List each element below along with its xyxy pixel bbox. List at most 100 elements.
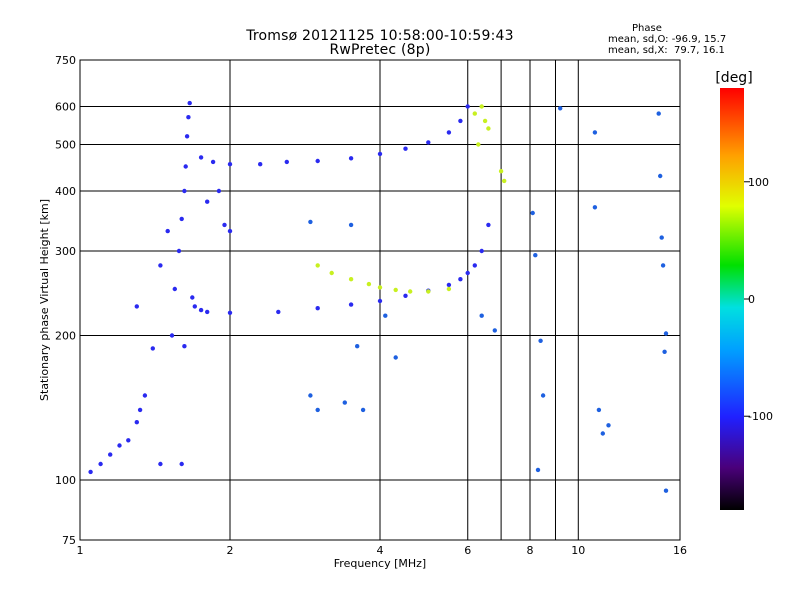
colorbar-ticks: 100 0 -100 bbox=[744, 176, 773, 423]
x-tick-label: 4 bbox=[377, 544, 384, 557]
echo-point bbox=[465, 270, 470, 276]
echo-point bbox=[137, 407, 143, 413]
colorbar-label: [deg] bbox=[715, 70, 752, 86]
echo-point bbox=[198, 307, 204, 313]
echo-point bbox=[458, 277, 463, 282]
echo-point bbox=[315, 158, 320, 164]
echo-point bbox=[158, 461, 163, 467]
echo-point bbox=[446, 282, 452, 288]
echo-point bbox=[165, 228, 170, 234]
phase-stats-o: mean, sd,O: -96.9, 15.7 bbox=[608, 34, 727, 45]
echo-point bbox=[198, 155, 204, 160]
echo-point bbox=[182, 188, 187, 194]
echo-point bbox=[472, 111, 477, 116]
echo-point bbox=[179, 216, 184, 222]
echo-point bbox=[329, 270, 334, 276]
echo-point bbox=[258, 162, 263, 167]
x-tick-label: 8 bbox=[527, 544, 534, 557]
echo-point bbox=[348, 277, 354, 282]
echo-point bbox=[408, 289, 413, 294]
echo-point bbox=[205, 199, 210, 204]
echo-point bbox=[186, 115, 191, 120]
echo-point bbox=[659, 235, 664, 240]
echo-point bbox=[227, 162, 233, 167]
echo-point bbox=[482, 118, 488, 124]
echo-point bbox=[377, 285, 383, 290]
echo-point bbox=[355, 344, 360, 349]
echo-point bbox=[446, 286, 452, 292]
echo-point bbox=[134, 420, 139, 425]
x-tick-label: 16 bbox=[673, 544, 687, 557]
echo-point bbox=[126, 438, 131, 443]
echo-point bbox=[158, 263, 163, 268]
echo-point bbox=[108, 452, 113, 457]
echo-point bbox=[476, 142, 481, 147]
echo-point bbox=[205, 309, 210, 315]
echo-point bbox=[377, 298, 383, 304]
echo-point bbox=[227, 228, 233, 234]
x-axis-ticks: 1 2 4 6 8 10 16 bbox=[77, 544, 688, 557]
chart-subtitle: RwPretec (8p) bbox=[329, 42, 431, 58]
echo-point bbox=[183, 164, 188, 169]
y-tick-label: 300 bbox=[55, 245, 76, 258]
echo-point bbox=[492, 328, 497, 333]
echo-point bbox=[486, 126, 491, 131]
echo-point bbox=[479, 104, 484, 109]
echo-point bbox=[190, 295, 195, 300]
echo-point bbox=[284, 159, 289, 165]
echo-point bbox=[176, 248, 182, 254]
echo-point bbox=[182, 344, 187, 349]
x-tick-label: 1 bbox=[77, 544, 84, 557]
y-tick-label: 75 bbox=[62, 534, 76, 547]
echo-point bbox=[446, 130, 452, 135]
echo-point bbox=[592, 205, 598, 210]
y-tick-label: 500 bbox=[55, 139, 76, 152]
echo-point bbox=[348, 156, 354, 161]
x-tick-label: 10 bbox=[571, 544, 585, 557]
colorbar bbox=[720, 88, 744, 510]
echo-point bbox=[592, 130, 598, 135]
echo-point bbox=[142, 393, 148, 398]
echo-point bbox=[222, 222, 227, 228]
echo-point bbox=[192, 304, 197, 309]
echo-point bbox=[393, 355, 398, 360]
phase-stats-x: mean, sd,X: 79.7, 16.1 bbox=[608, 45, 725, 56]
echo-point bbox=[530, 210, 535, 216]
x-axis-label: Frequency [MHz] bbox=[334, 557, 426, 570]
y-tick-label: 400 bbox=[55, 185, 76, 198]
echo-point bbox=[403, 293, 408, 298]
echo-point bbox=[663, 488, 669, 493]
echo-point bbox=[663, 331, 669, 336]
echo-point bbox=[210, 159, 216, 165]
echo-point bbox=[172, 286, 177, 292]
chart-title: Tromsø 20121125 10:58:00-10:59:43 bbox=[246, 28, 514, 44]
echo-point bbox=[535, 467, 541, 473]
echo-point bbox=[502, 178, 507, 184]
echo-point bbox=[458, 118, 463, 124]
echo-point bbox=[348, 302, 354, 307]
echo-point bbox=[472, 263, 477, 268]
echo-point bbox=[486, 222, 491, 228]
y-axis-label: Stationary phase Virtual Height [km] bbox=[38, 199, 51, 401]
echo-point bbox=[117, 443, 122, 448]
echo-point bbox=[600, 431, 605, 436]
echo-point bbox=[366, 281, 372, 287]
echo-points bbox=[88, 100, 669, 493]
echo-point bbox=[656, 111, 661, 116]
y-axis-ticks: 75 100 200 300 400 500 600 750 bbox=[55, 54, 76, 547]
y-tick-label: 600 bbox=[55, 101, 76, 114]
echo-point bbox=[308, 393, 313, 398]
echo-point bbox=[315, 407, 320, 413]
echo-point bbox=[360, 407, 366, 413]
y-tick-label: 750 bbox=[55, 54, 76, 67]
echo-point bbox=[538, 338, 543, 343]
echo-point bbox=[179, 461, 184, 467]
y-tick-label: 100 bbox=[55, 474, 76, 487]
echo-point bbox=[88, 469, 93, 475]
x-tick-label: 2 bbox=[227, 544, 234, 557]
echo-point bbox=[479, 313, 484, 318]
echo-point bbox=[426, 140, 431, 145]
echo-point bbox=[540, 393, 546, 398]
echo-point bbox=[134, 304, 139, 309]
